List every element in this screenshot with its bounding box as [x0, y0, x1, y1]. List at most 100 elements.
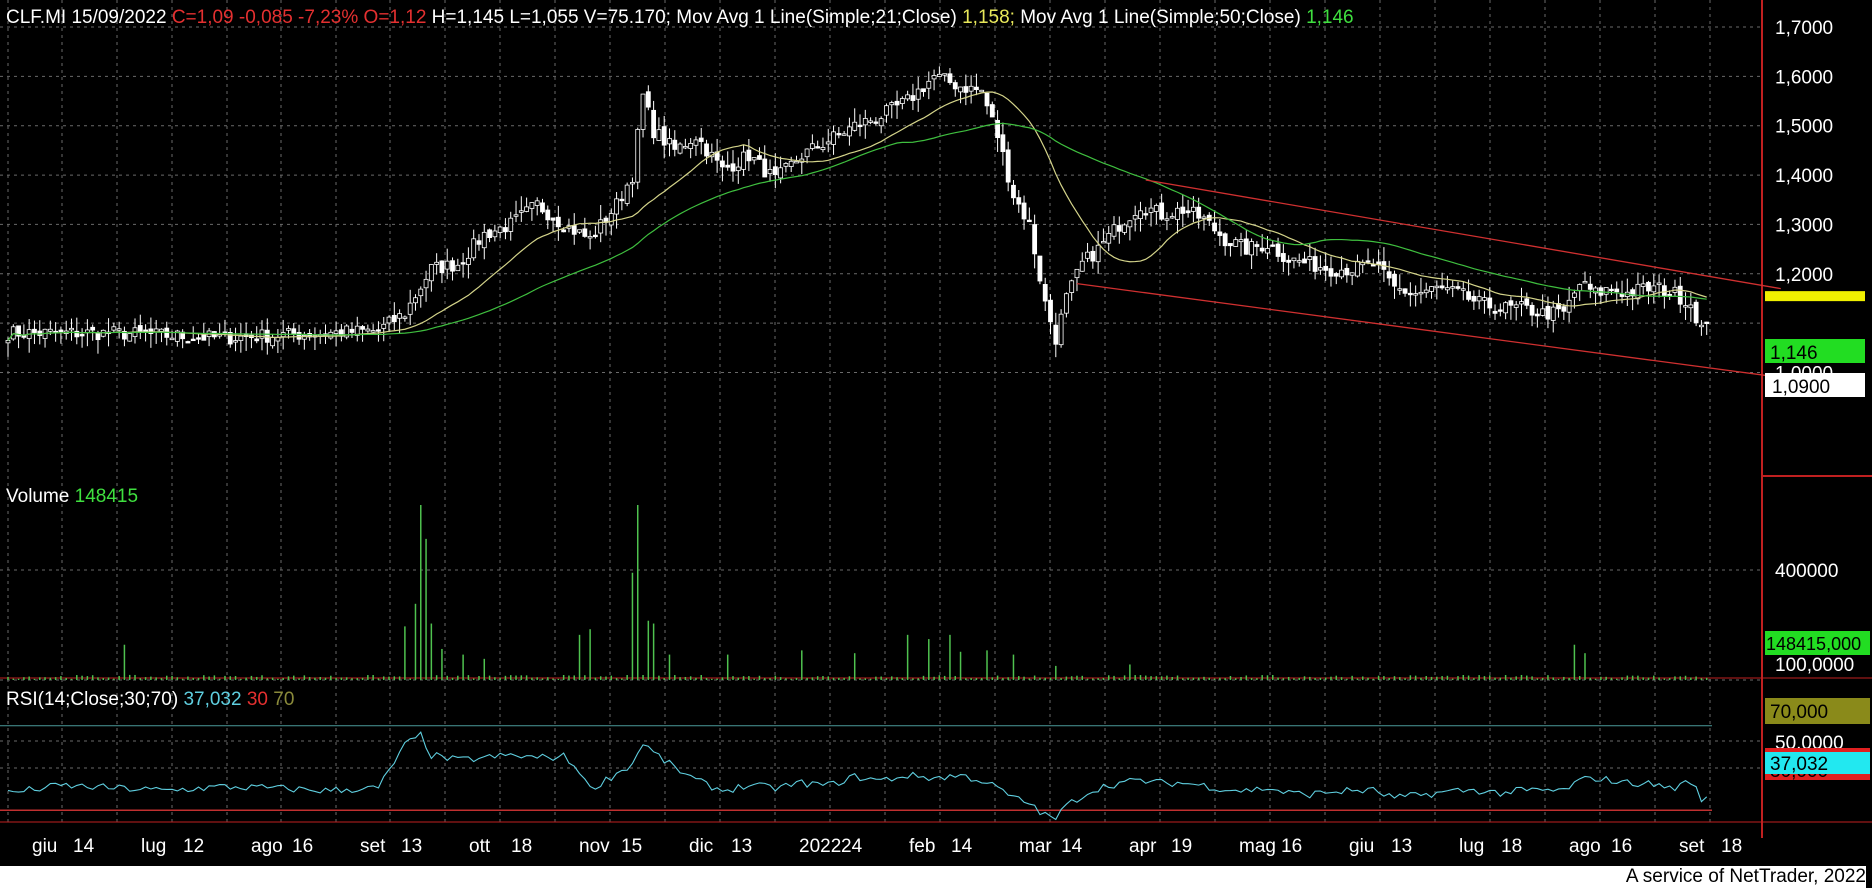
candle-body: [582, 228, 588, 237]
candle-body: [1111, 224, 1117, 237]
candle-body: [1074, 268, 1080, 279]
candle-body: [1249, 241, 1255, 256]
price-candles: [5, 66, 1710, 358]
price-tick-label: 1,2000: [1775, 265, 1833, 286]
candle-body: [122, 330, 127, 340]
candle-body: [47, 328, 53, 332]
candle-body: [735, 166, 741, 172]
time-tick-label: 15: [621, 836, 642, 857]
ma50-axis-label: 1,146: [1770, 343, 1818, 364]
candle-body: [471, 238, 477, 259]
candle-body: [693, 139, 699, 146]
candle-body: [577, 229, 582, 233]
candle-body: [518, 210, 524, 213]
candle-body: [1693, 301, 1699, 324]
candle-body: [1614, 288, 1620, 293]
symbol-date: CLF.MI 15/09/2022: [6, 7, 167, 28]
candle-body: [1021, 202, 1027, 220]
candle-body: [862, 118, 868, 126]
candle-body: [513, 214, 519, 217]
candle-body: [1455, 286, 1461, 289]
candle-body: [185, 341, 191, 344]
candle-body: [1095, 244, 1101, 263]
time-tick-label: nov: [579, 836, 610, 857]
candle-body: [460, 262, 466, 265]
candle-body: [593, 234, 598, 238]
candle-body: [926, 80, 932, 89]
candle-body: [169, 337, 175, 341]
rsi-low-level: 30: [246, 689, 268, 710]
candle-body: [1418, 291, 1424, 295]
candle-body: [762, 158, 768, 178]
candle-body: [455, 264, 461, 272]
time-tick-label: ago: [251, 836, 283, 857]
candle-body: [1534, 313, 1540, 317]
candle-body: [952, 82, 958, 90]
candle-body: [16, 325, 21, 337]
candle-body: [672, 139, 678, 150]
candle-body: [159, 328, 164, 332]
candle-body: [624, 184, 630, 204]
candle-body: [651, 109, 657, 139]
candle-body: [444, 260, 450, 270]
candle-body: [661, 126, 667, 146]
candle-body: [286, 328, 291, 331]
candle-body: [857, 124, 863, 128]
candle-body: [1677, 285, 1683, 305]
candle-body: [1259, 247, 1265, 252]
time-tick-label: 16: [292, 836, 313, 857]
candle-body: [1148, 207, 1154, 213]
candle-body: [931, 75, 937, 80]
ma21-line: [7, 91, 1707, 341]
volume-bars: [7, 505, 1708, 680]
candle-body: [905, 94, 911, 100]
candle-body: [794, 161, 799, 164]
price-tick-label: 1,6000: [1775, 67, 1833, 88]
candle-body: [1476, 296, 1482, 302]
candle-body: [5, 340, 11, 344]
candle-body: [1222, 233, 1228, 247]
candle-body: [1058, 313, 1064, 346]
candle-body: [947, 73, 953, 83]
candle-body: [1582, 281, 1588, 284]
candle-body: [1603, 287, 1609, 295]
candle-body: [69, 327, 74, 331]
candle-body: [1661, 285, 1667, 297]
time-tick-label: 2022: [799, 836, 841, 857]
candle-body: [1132, 215, 1138, 220]
time-tick-label: giu: [32, 836, 57, 857]
channel-lower-line: [1076, 283, 1781, 379]
candle-body: [1593, 287, 1598, 294]
time-tick-label: 24: [841, 836, 863, 857]
time-tick-label: 16: [1281, 836, 1302, 857]
candle-body: [354, 325, 360, 336]
candle-body: [1243, 238, 1249, 255]
time-tick-label: feb: [909, 836, 935, 857]
time-tick-label: 18: [511, 836, 532, 857]
rsi-line: [7, 731, 1708, 821]
time-tick-label: apr: [1129, 836, 1157, 857]
candle-body: [1053, 324, 1059, 345]
candle-body: [1286, 259, 1292, 263]
time-tick-label: 16: [1611, 836, 1632, 857]
candle-body: [1699, 324, 1704, 328]
time-tick-label: mag: [1239, 836, 1276, 857]
candle-body: [873, 121, 879, 124]
candle-body: [1445, 287, 1450, 291]
candle-body: [508, 217, 514, 232]
time-tick-label: mar: [1019, 836, 1052, 857]
rsi-70-label: 70,000: [1770, 702, 1828, 723]
candle-body: [1238, 239, 1244, 243]
candle-body: [333, 330, 339, 334]
candle-body: [894, 100, 900, 106]
candle-body: [450, 260, 455, 272]
candle-body: [767, 169, 773, 175]
candle-body: [608, 213, 614, 226]
time-tick-label: set: [1679, 836, 1705, 857]
candle-body: [254, 338, 260, 342]
volume-value-box: [1765, 631, 1870, 655]
candle-body: [1466, 291, 1471, 300]
candle-body: [667, 138, 672, 145]
candle-body: [825, 141, 831, 145]
volume-header: Volume 148415: [6, 486, 138, 508]
